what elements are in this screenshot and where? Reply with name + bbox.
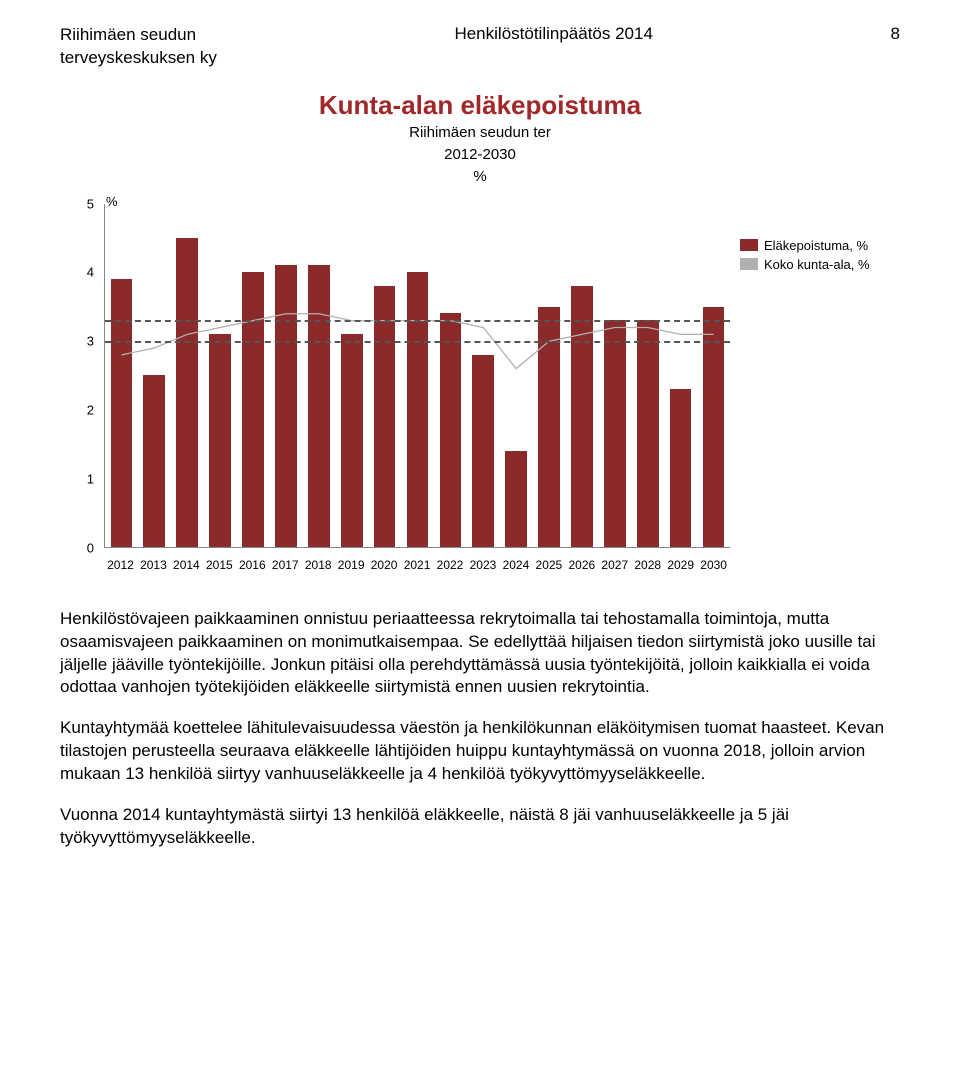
x-tick: 2016 <box>236 552 269 578</box>
x-tick: 2029 <box>664 552 697 578</box>
bar <box>176 238 198 547</box>
bar <box>670 389 692 547</box>
bar-slot <box>237 204 270 547</box>
x-tick: 2017 <box>269 552 302 578</box>
bar-slot <box>401 204 434 547</box>
x-tick: 2030 <box>697 552 730 578</box>
body-text: Henkilöstövajeen paikkaaminen onnistuu p… <box>60 608 900 850</box>
x-tick: 2021 <box>401 552 434 578</box>
y-tick: 2 <box>60 403 94 418</box>
reference-line <box>105 320 730 322</box>
doc-title: Henkilöstötilinpäätös 2014 <box>454 24 652 70</box>
bar <box>143 375 165 547</box>
bar-slot <box>171 204 204 547</box>
legend-label-2: Koko kunta-ala, % <box>764 257 870 272</box>
y-tick: 3 <box>60 334 94 349</box>
page-header: Riihimäen seudun terveyskeskuksen ky Hen… <box>60 24 900 70</box>
x-tick: 2015 <box>203 552 236 578</box>
bar <box>440 313 462 546</box>
x-tick: 2019 <box>335 552 368 578</box>
chart-plot <box>104 204 730 548</box>
chart-area: % 012345 2012201320142015201620172018201… <box>60 198 900 578</box>
bar <box>275 265 297 546</box>
bar-slot <box>302 204 335 547</box>
bar <box>308 265 330 546</box>
bar <box>374 286 396 547</box>
bar-slot <box>138 204 171 547</box>
legend-item-elakepoistuma: Eläkepoistuma, % <box>740 238 900 253</box>
bar <box>604 320 626 546</box>
y-axis: 012345 <box>60 198 100 548</box>
y-tick: 1 <box>60 471 94 486</box>
bar-slot <box>269 204 302 547</box>
chart-subtitle-1: Riihimäen seudun ter <box>60 123 900 143</box>
y-tick: 5 <box>60 196 94 211</box>
bar-slot <box>368 204 401 547</box>
legend-item-kunta-ala: Koko kunta-ala, % <box>740 257 900 272</box>
x-tick: 2013 <box>137 552 170 578</box>
bar-slot <box>533 204 566 547</box>
bar <box>341 334 363 547</box>
bar-slot <box>467 204 500 547</box>
bar-slot <box>105 204 138 547</box>
x-tick: 2024 <box>499 552 532 578</box>
x-tick: 2020 <box>368 552 401 578</box>
org-line1: Riihimäen seudun <box>60 25 196 44</box>
bars-container <box>105 204 730 547</box>
y-tick: 0 <box>60 540 94 555</box>
x-tick: 2023 <box>466 552 499 578</box>
bar <box>571 286 593 547</box>
x-tick: 2022 <box>434 552 467 578</box>
bar <box>209 334 231 547</box>
paragraph-1: Henkilöstövajeen paikkaaminen onnistuu p… <box>60 608 900 700</box>
paragraph-3: Vuonna 2014 kuntayhtymästä siirtyi 13 he… <box>60 804 900 850</box>
bar-slot <box>434 204 467 547</box>
bar <box>472 355 494 547</box>
legend-swatch-kunta-ala <box>740 258 758 270</box>
legend-label-1: Eläkepoistuma, % <box>764 238 868 253</box>
x-tick: 2018 <box>302 552 335 578</box>
bar-slot <box>631 204 664 547</box>
bar <box>242 272 264 546</box>
bar-slot <box>335 204 368 547</box>
chart-subtitle-3: % <box>60 167 900 187</box>
bar-slot <box>204 204 237 547</box>
x-tick: 2027 <box>598 552 631 578</box>
page-number: 8 <box>891 24 900 70</box>
bar-slot <box>664 204 697 547</box>
chart-title: Kunta-alan eläkepoistuma <box>60 90 900 121</box>
org-name: Riihimäen seudun terveyskeskuksen ky <box>60 24 217 70</box>
bar-slot <box>565 204 598 547</box>
legend-swatch-elakepoistuma <box>740 239 758 251</box>
x-axis: 2012201320142015201620172018201920202021… <box>104 552 730 578</box>
bar-slot <box>598 204 631 547</box>
bar <box>505 451 527 547</box>
bar-slot <box>500 204 533 547</box>
x-tick: 2026 <box>565 552 598 578</box>
org-line2: terveyskeskuksen ky <box>60 48 217 67</box>
bar-slot <box>697 204 730 547</box>
x-tick: 2028 <box>631 552 664 578</box>
x-tick: 2012 <box>104 552 137 578</box>
chart-legend: Eläkepoistuma, % Koko kunta-ala, % <box>740 238 900 276</box>
chart-subtitle-2: 2012-2030 <box>60 145 900 165</box>
chart-region: Kunta-alan eläkepoistuma Riihimäen seudu… <box>60 90 900 578</box>
bar <box>407 272 429 546</box>
bar <box>637 320 659 546</box>
y-tick: 4 <box>60 265 94 280</box>
x-tick: 2014 <box>170 552 203 578</box>
x-tick: 2025 <box>532 552 565 578</box>
paragraph-2: Kuntayhtymää koettelee lähitulevaisuudes… <box>60 717 900 786</box>
bar <box>111 279 133 547</box>
reference-line <box>105 341 730 343</box>
